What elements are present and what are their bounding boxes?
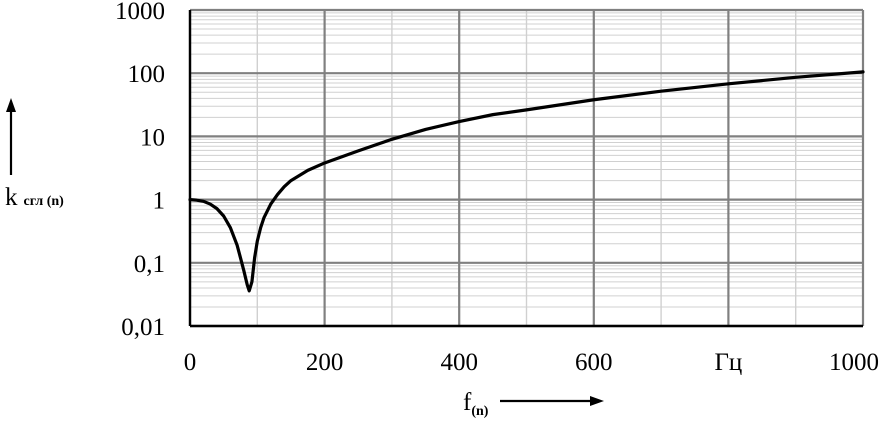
y-tick-label: 0,01 — [121, 314, 165, 341]
x-tick-labels: 0 200 400 600 Гц 1000 — [184, 349, 879, 376]
x-tick-label: Гц — [714, 349, 742, 376]
y-axis-label-group: k сгл (n) — [5, 98, 64, 211]
x-axis-arrow-head — [590, 396, 604, 406]
y-axis-label-main: k — [5, 184, 18, 211]
data-series — [188, 70, 865, 293]
y-tick-label: 1000 — [115, 0, 165, 25]
x-axis-label-group: f(n) — [463, 389, 604, 419]
y-tick-labels: 0,01 0,1 1 10 100 1000 — [115, 0, 165, 341]
x-tick-label: 200 — [306, 349, 344, 376]
minor-grid — [190, 10, 863, 326]
y-axis-label: k сгл (n) — [5, 184, 64, 211]
x-tick-label: 1000 — [829, 349, 879, 376]
x-axis-label-main: f — [463, 389, 472, 416]
y-tick-label: 1 — [153, 188, 166, 215]
y-tick-label: 100 — [128, 61, 166, 88]
x-axis-label: f(n) — [463, 389, 489, 419]
y-tick-label: 0,1 — [134, 251, 165, 278]
x-tick-label: 600 — [575, 349, 613, 376]
x-tick-label: 0 — [184, 349, 197, 376]
y-axis-label-sub: сгл (n) — [24, 194, 65, 209]
series-line — [188, 70, 865, 293]
axis-lines — [188, 10, 863, 328]
x-tick-label: 400 — [440, 349, 478, 376]
y-tick-label: 10 — [140, 124, 165, 151]
y-axis-arrow-head — [6, 98, 16, 112]
x-axis-label-sub: (n) — [471, 404, 488, 419]
